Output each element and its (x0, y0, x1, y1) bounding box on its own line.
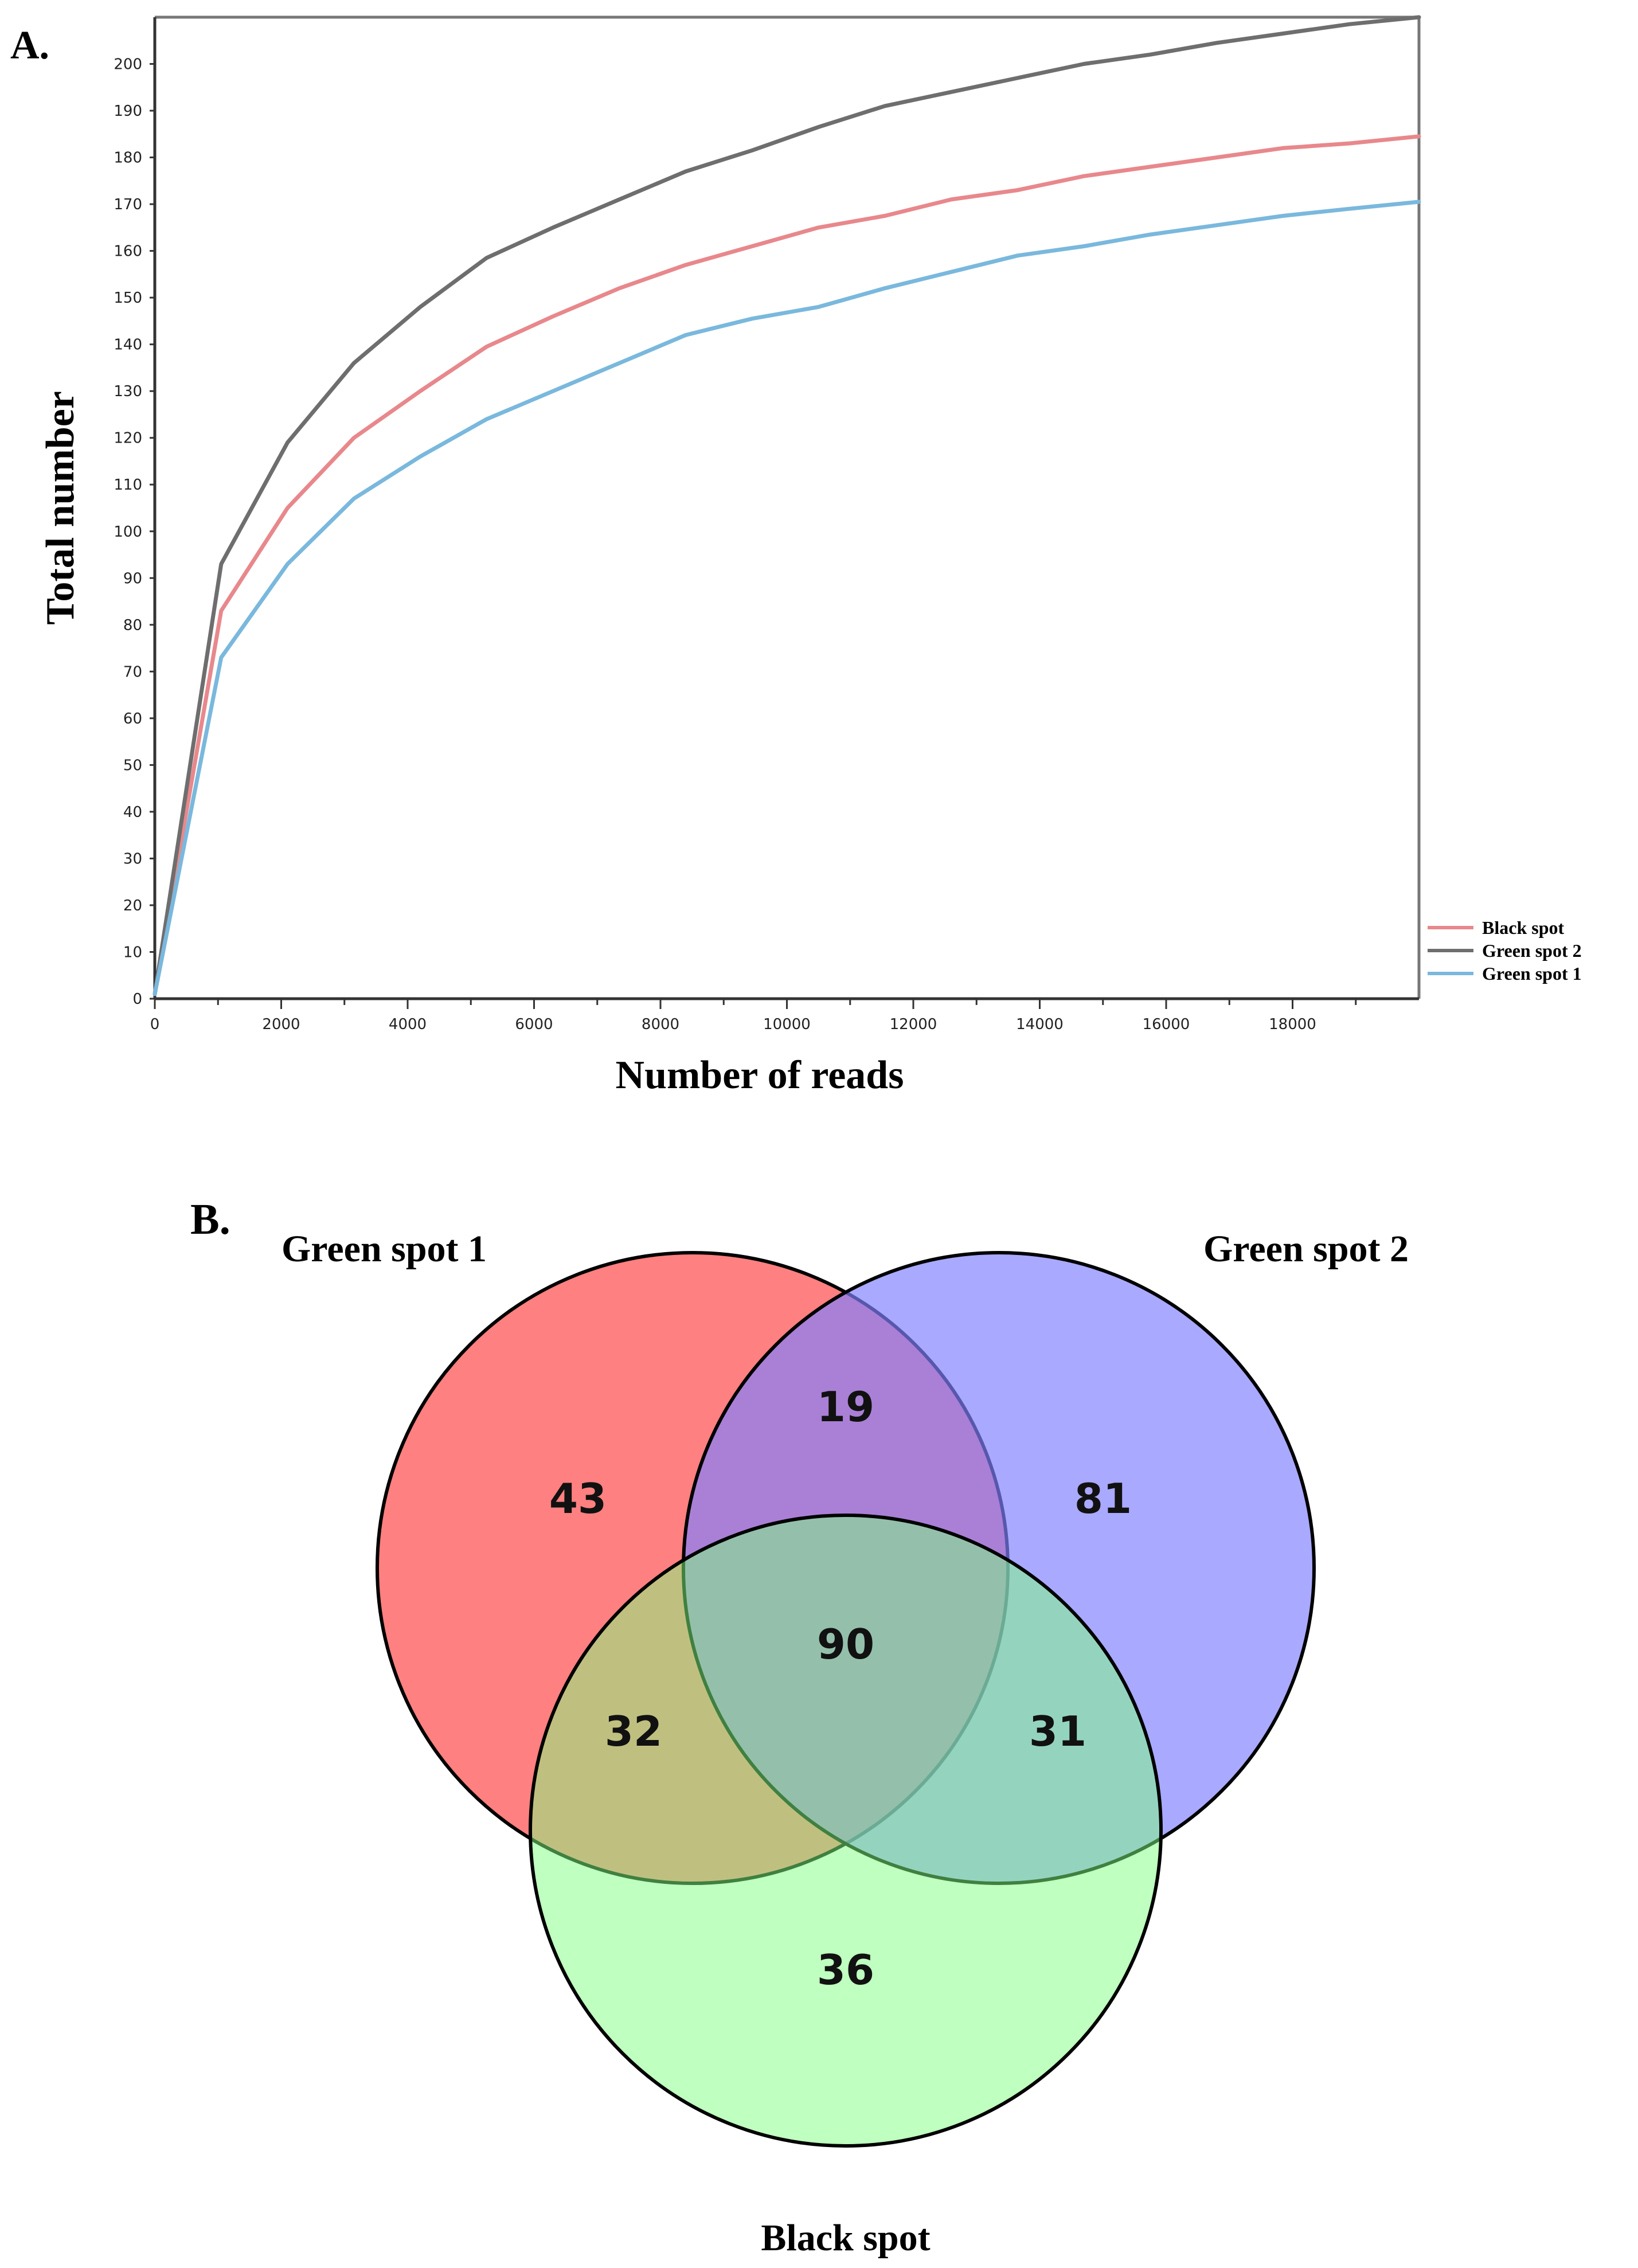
venn-circle-black-spot (529, 1514, 1163, 2148)
x-tick-label: 16000 (1143, 1016, 1190, 1033)
y-tick-label: 170 (114, 196, 142, 213)
venn-count-black-spot-only: 36 (817, 1946, 874, 1994)
y-tick-label: 140 (114, 337, 142, 354)
venn-count-green-spot-1-only: 43 (549, 1475, 607, 1523)
series-lines (153, 15, 1421, 996)
x-tick-label: 4000 (389, 1016, 427, 1033)
y-tick-label: 90 (123, 570, 142, 587)
y-tick-label: 120 (114, 430, 142, 447)
y-tick-label: 160 (114, 243, 142, 260)
y-tick-label: 40 (123, 804, 142, 821)
venn-count-green1-green2: 19 (817, 1383, 874, 1431)
y-axis-label: Total number (38, 391, 83, 625)
x-tick-label: 12000 (890, 1016, 937, 1033)
y-tick-label: 50 (123, 757, 142, 774)
y-tick-label: 200 (114, 56, 142, 73)
y-tick-label: 190 (114, 103, 142, 120)
line-chart-panel: A. 0 10 20 30 40 50 60 70 80 90 100 110 120 130 140 150… (10, 15, 1582, 1097)
y-tick-label: 180 (114, 150, 142, 167)
y-tick-label: 10 (123, 944, 142, 961)
series-line-black-spot (153, 134, 1421, 996)
legend-label-green-spot-1: Green spot 1 (1482, 963, 1582, 984)
x-tick-label: 18000 (1269, 1016, 1316, 1033)
y-tick-label: 130 (114, 383, 142, 400)
x-tick-label: 2000 (262, 1016, 300, 1033)
series-line-green-spot-1 (153, 200, 1421, 996)
panel-b-label: B. (190, 1195, 230, 1244)
x-axis-ticks: 0 2000 4000 6000 8000 10000 12000 14000 16000 180… (150, 999, 1357, 1033)
venn-count-green2-black: 31 (1029, 1707, 1086, 1755)
venn-count-green1-black: 32 (605, 1707, 662, 1755)
venn-diagram-panel: B. Green spot 1 Green spot 2 Black spot … (190, 1195, 1409, 2259)
y-tick-label: 30 (123, 850, 142, 867)
y-tick-label: 60 (123, 710, 142, 728)
x-axis-label: Number of reads (616, 1053, 904, 1097)
x-tick-label: 6000 (515, 1016, 553, 1033)
y-tick-label: 0 (132, 991, 142, 1008)
venn-set-label-black-spot: Black spot (761, 2217, 930, 2259)
venn-count-all-three: 90 (817, 1620, 874, 1668)
y-tick-label: 20 (123, 897, 142, 914)
venn-count-green-spot-2-only: 81 (1074, 1475, 1132, 1523)
x-tick-label: 10000 (763, 1016, 811, 1033)
venn-set-label-green-spot-1: Green spot 1 (282, 1228, 487, 1270)
y-tick-label: 70 (123, 663, 142, 681)
legend-label-black-spot: Black spot (1482, 917, 1564, 938)
x-tick-label: 0 (150, 1016, 160, 1033)
y-tick-label: 80 (123, 617, 142, 634)
x-tick-label: 14000 (1016, 1016, 1064, 1033)
y-tick-label: 100 (114, 523, 142, 541)
y-tick-label: 110 (114, 476, 142, 494)
x-tick-label: 8000 (642, 1016, 679, 1033)
venn-set-label-green-spot-2: Green spot 2 (1203, 1228, 1409, 1270)
series-line-green-spot-2 (153, 15, 1421, 996)
panel-a-label: A. (10, 24, 49, 68)
y-axis-ticks: 0 10 20 30 40 50 60 70 80 90 100 110 120 130 140 150 160… (114, 56, 155, 1008)
legend-label-green-spot-2: Green spot 2 (1482, 940, 1582, 961)
y-tick-label: 150 (114, 290, 142, 307)
